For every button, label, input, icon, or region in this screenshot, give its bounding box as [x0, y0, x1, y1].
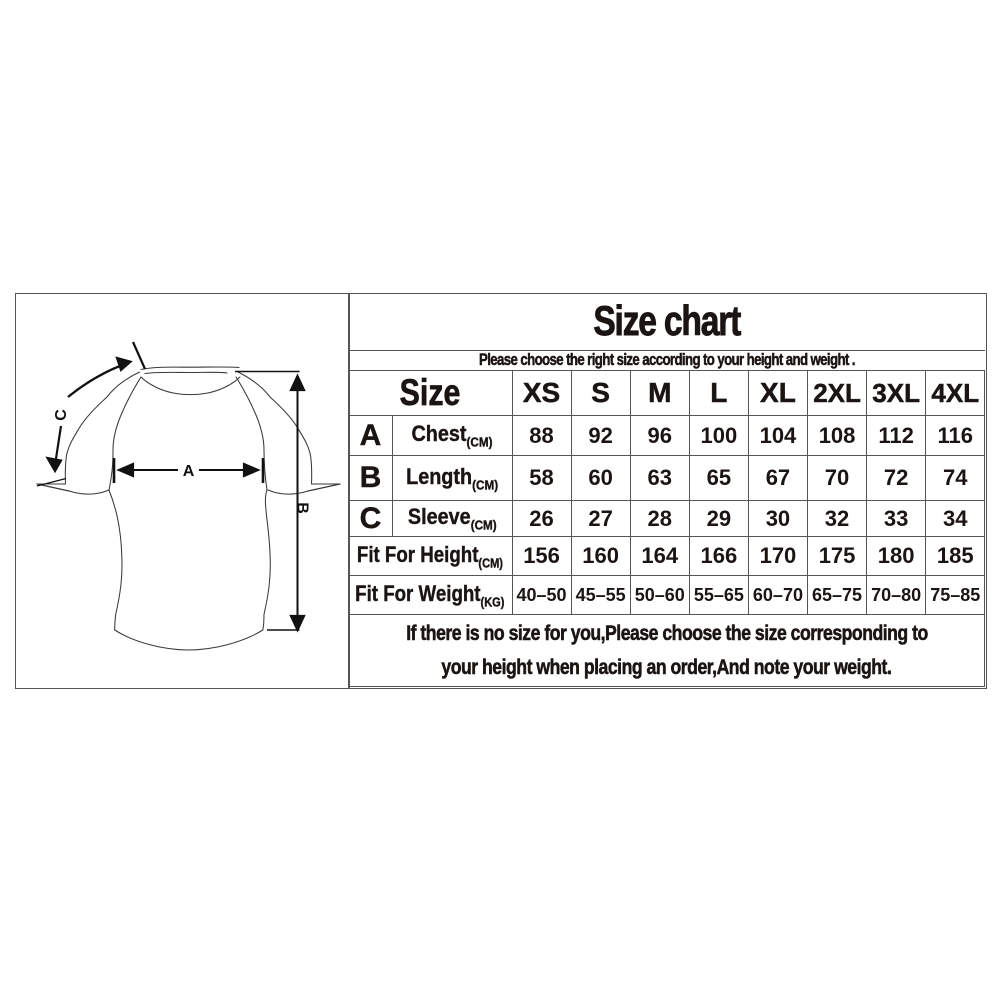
svg-text:A: A: [183, 463, 195, 480]
svg-text:C: C: [53, 409, 70, 421]
svg-text:B: B: [294, 502, 311, 514]
